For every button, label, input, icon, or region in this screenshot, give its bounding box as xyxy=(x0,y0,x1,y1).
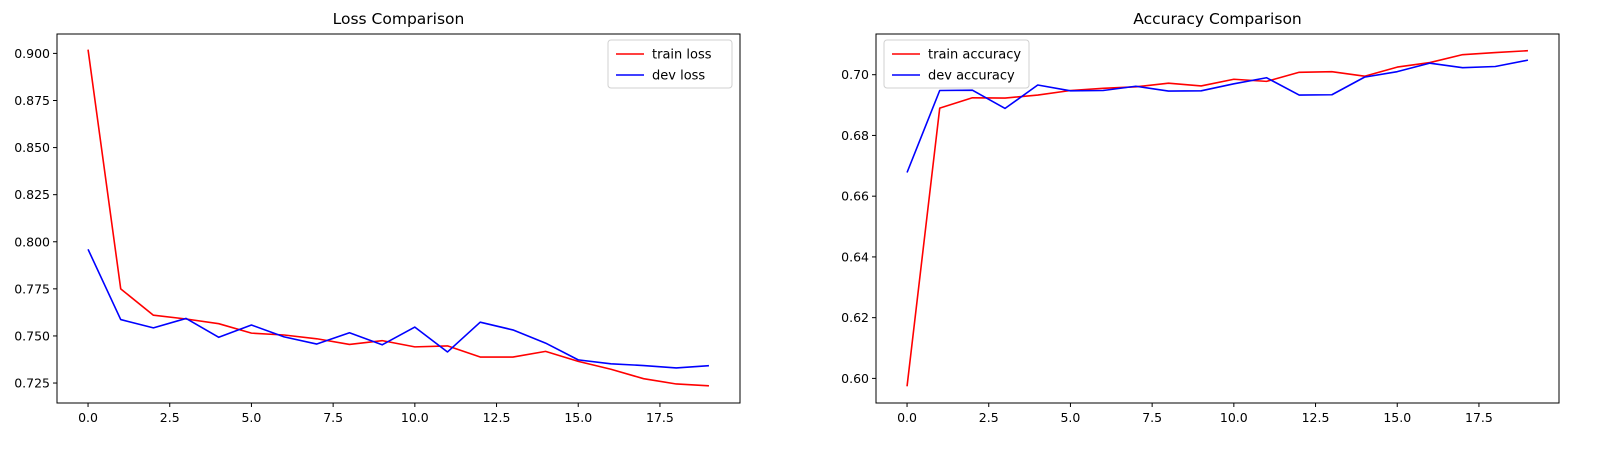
loss-series-dev-loss-line xyxy=(87,248,710,369)
accuracy-legend: train accuracy dev accuracy xyxy=(883,39,1030,89)
loss-y-tick-label: 0.850 xyxy=(14,140,50,155)
loss-x-tick-label: 10.0 xyxy=(401,410,429,425)
loss-chart: Loss Comparison 0.0 2.5 5.0 7.5 10.0 12.5 15.0 1… xyxy=(14,10,741,425)
accuracy-x-tick-label: 2.5 xyxy=(979,410,999,425)
loss-x-tick-label: 0.0 xyxy=(78,410,98,425)
loss-y-tick-label: 0.875 xyxy=(14,93,50,108)
accuracy-x-tick-label: 0.0 xyxy=(897,410,917,425)
loss-y-tick-label: 0.800 xyxy=(14,234,50,249)
accuracy-y-tick-label: 0.62 xyxy=(841,310,869,325)
loss-y-tick-label: 0.725 xyxy=(14,376,50,391)
accuracy-x-tick-label: 12.5 xyxy=(1302,410,1330,425)
accuracy-y-tick-label: 0.70 xyxy=(841,67,869,82)
accuracy-axes-frame xyxy=(875,33,1560,404)
accuracy-y-tick-label: 0.68 xyxy=(841,128,869,143)
loss-chart-title: Loss Comparison xyxy=(333,10,465,28)
loss-series-train-loss-line xyxy=(87,49,709,387)
accuracy-legend-label-dev-accuracy: dev accuracy xyxy=(928,69,1015,84)
loss-legend-label-train-loss: train loss xyxy=(652,48,712,63)
loss-legend: train loss dev loss xyxy=(607,39,733,89)
loss-x-tick-label: 7.5 xyxy=(323,410,343,425)
accuracy-x-tick-label: 5.0 xyxy=(1060,410,1080,425)
accuracy-y-tick-label: 0.64 xyxy=(841,249,869,264)
accuracy-y-tick-label: 0.60 xyxy=(841,371,869,386)
accuracy-chart: Accuracy Comparison 0.0 2.5 5.0 7.5 10.0 12.5 1… xyxy=(841,10,1560,425)
loss-x-tick-label: 2.5 xyxy=(160,410,180,425)
accuracy-x-tick-label: 15.0 xyxy=(1383,410,1411,425)
accuracy-series-train-accuracy-line xyxy=(906,49,1528,387)
loss-x-tick-label: 5.0 xyxy=(241,410,261,425)
accuracy-x-tick-label: 7.5 xyxy=(1142,410,1162,425)
accuracy-y-tick-label: 0.66 xyxy=(841,189,869,204)
loss-x-tick-label: 12.5 xyxy=(483,410,511,425)
accuracy-x-tick-label: 10.0 xyxy=(1220,410,1248,425)
accuracy-series-dev-accuracy-line xyxy=(906,59,1529,173)
loss-x-tick-label: 15.0 xyxy=(564,410,592,425)
accuracy-chart-title: Accuracy Comparison xyxy=(1133,10,1302,28)
loss-legend-label-dev-loss: dev loss xyxy=(652,69,705,84)
loss-y-tick-label: 0.900 xyxy=(14,46,50,61)
loss-axes-frame xyxy=(56,33,741,404)
loss-y-tick-label: 0.825 xyxy=(14,187,50,202)
loss-y-tick-label: 0.775 xyxy=(14,281,50,296)
loss-legend-box xyxy=(607,39,733,89)
loss-y-tick-label: 0.750 xyxy=(14,328,50,343)
accuracy-legend-label-train-accuracy: train accuracy xyxy=(928,48,1021,63)
loss-x-tick-label: 17.5 xyxy=(646,410,674,425)
accuracy-x-tick-label: 17.5 xyxy=(1465,410,1493,425)
accuracy-legend-box xyxy=(883,39,1030,89)
